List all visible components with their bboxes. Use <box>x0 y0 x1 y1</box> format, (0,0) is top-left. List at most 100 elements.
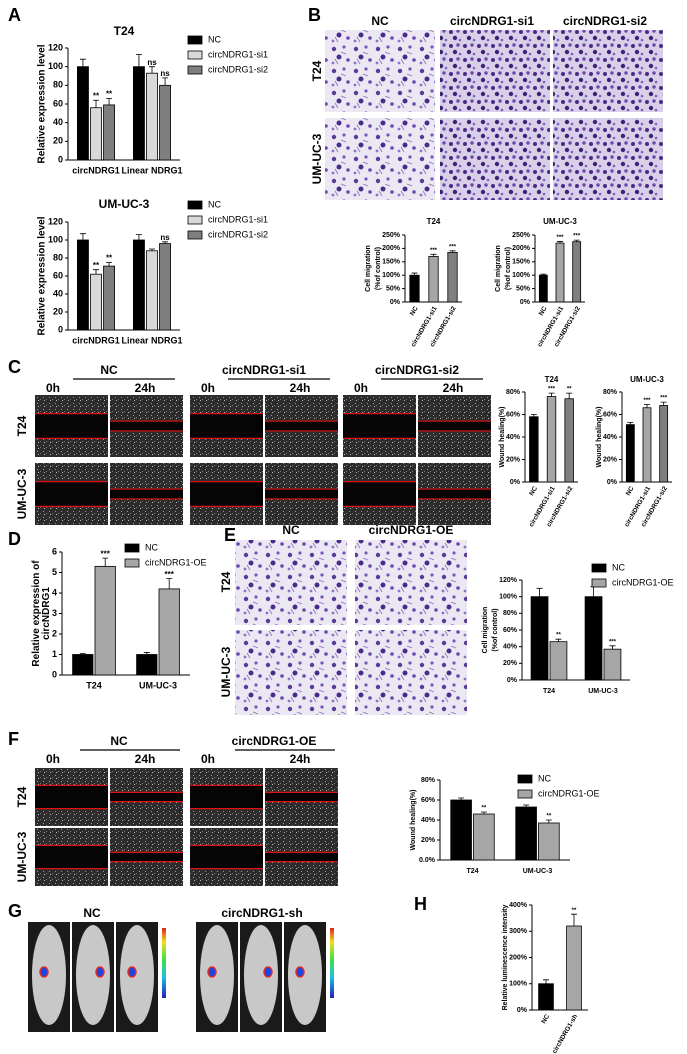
legend-swatch <box>591 578 607 588</box>
significance: *** <box>643 398 651 404</box>
significance: ns <box>160 233 170 242</box>
y-tick-label: 300% <box>509 928 528 935</box>
y-tick-label: 200% <box>512 245 531 252</box>
wound-gap <box>190 785 263 809</box>
bar <box>642 407 652 483</box>
y-tick-label: 0 <box>58 154 63 164</box>
wound-gap <box>265 792 338 802</box>
panel-label: D <box>8 529 21 549</box>
y-tick-label: 120% <box>499 577 518 584</box>
y-axis-label: Cell migration <box>365 245 372 292</box>
y-tick-label: 200% <box>509 954 528 961</box>
error-bar <box>162 241 169 244</box>
bar <box>659 405 669 483</box>
time-label: 0h <box>46 381 60 395</box>
bar <box>584 596 603 681</box>
column-header: circNDRG1-si2 <box>563 14 647 28</box>
significance: ** <box>106 254 113 263</box>
y-axis-label: Cell migration <box>482 607 489 654</box>
wound-gap <box>265 852 338 862</box>
y-tick-label: 20% <box>603 456 618 463</box>
panel-label: F <box>8 729 19 749</box>
micrograph <box>440 30 550 112</box>
error-bar <box>411 272 418 276</box>
y-tick-label: 50% <box>516 285 531 292</box>
y-tick-label: 40 <box>53 117 63 127</box>
significance: *** <box>165 570 175 579</box>
y-tick-label: 40 <box>53 288 63 298</box>
row-label: UM-UC-3 <box>310 133 324 184</box>
error-bar <box>660 401 667 406</box>
significance: ** <box>93 261 100 270</box>
error-bar <box>566 392 573 399</box>
y-tick-label: 0 <box>58 324 63 334</box>
y-tick-label: 0 <box>52 669 57 679</box>
luminescence <box>263 966 273 978</box>
bar <box>159 84 172 161</box>
y-tick-label: 20% <box>421 837 436 844</box>
bar <box>132 66 145 161</box>
y-tick-label: 100% <box>512 272 531 279</box>
y-tick-label: 60% <box>506 411 521 418</box>
mouse <box>76 925 110 1025</box>
y-axis-label: Relative expression level <box>36 44 47 163</box>
significance: ** <box>556 633 561 639</box>
x-tick-label: NC <box>540 1013 551 1025</box>
bar <box>94 565 116 676</box>
x-tick-label: NC <box>538 305 549 317</box>
legend-swatch <box>124 558 140 568</box>
color-scale <box>330 928 334 998</box>
legend-label: NC <box>208 199 221 209</box>
luminescence <box>207 966 217 978</box>
chart-title: UM-UC-3 <box>543 217 577 226</box>
error-bar <box>536 587 543 597</box>
bar <box>625 424 635 483</box>
y-tick-label: 50% <box>386 285 401 292</box>
column-header: circNDRG1-si1 <box>450 14 534 28</box>
bar <box>538 822 560 861</box>
wound-gap <box>190 845 263 869</box>
micrograph <box>355 540 467 625</box>
error-bar <box>102 557 109 567</box>
wound-gap <box>265 421 338 431</box>
chart-title: T24 <box>114 24 135 38</box>
y-tick-label: 200% <box>382 245 401 252</box>
y-tick-label: 6 <box>52 546 57 556</box>
legend-swatch <box>124 543 140 553</box>
y-tick-label: 120 <box>48 42 63 52</box>
bar <box>72 654 94 676</box>
significance: ** <box>482 806 487 812</box>
column-header: circNDRG1-OE <box>369 523 454 537</box>
y-tick-label: 2 <box>52 628 57 638</box>
bar <box>549 641 568 681</box>
wound-gap <box>110 421 183 431</box>
significance: ** <box>93 91 100 100</box>
column-header: NC <box>110 734 128 748</box>
time-label: 24h <box>443 381 464 395</box>
time-label: 24h <box>290 381 311 395</box>
micrograph <box>553 118 663 200</box>
x-tick-label: NC <box>528 485 539 497</box>
error-bar <box>627 421 634 425</box>
x-tick-label: Linear NDRG1 <box>121 335 182 345</box>
legend-label: circNDRG1-si2 <box>208 64 268 74</box>
bar <box>473 813 495 861</box>
row-label: UM-UC-3 <box>15 468 29 519</box>
y-axis-label: Relative luminescence intensity <box>502 904 509 1010</box>
y-axis-label: (%of control) <box>505 247 512 290</box>
significance: *** <box>548 387 556 393</box>
error-bar <box>548 392 555 397</box>
mouse <box>32 925 66 1025</box>
x-tick-label: T24 <box>466 868 478 875</box>
column-header: NC <box>83 906 101 920</box>
wound-gap <box>190 413 263 439</box>
y-tick-label: 250% <box>512 232 531 239</box>
y-tick-label: 0% <box>517 1007 528 1014</box>
bar <box>132 239 145 331</box>
bar <box>515 806 537 861</box>
x-tick-label: UM-UC-3 <box>523 868 553 875</box>
micrograph <box>440 118 550 200</box>
wound-gap <box>190 481 263 507</box>
y-tick-label: 20 <box>53 306 63 316</box>
bar <box>409 274 420 303</box>
